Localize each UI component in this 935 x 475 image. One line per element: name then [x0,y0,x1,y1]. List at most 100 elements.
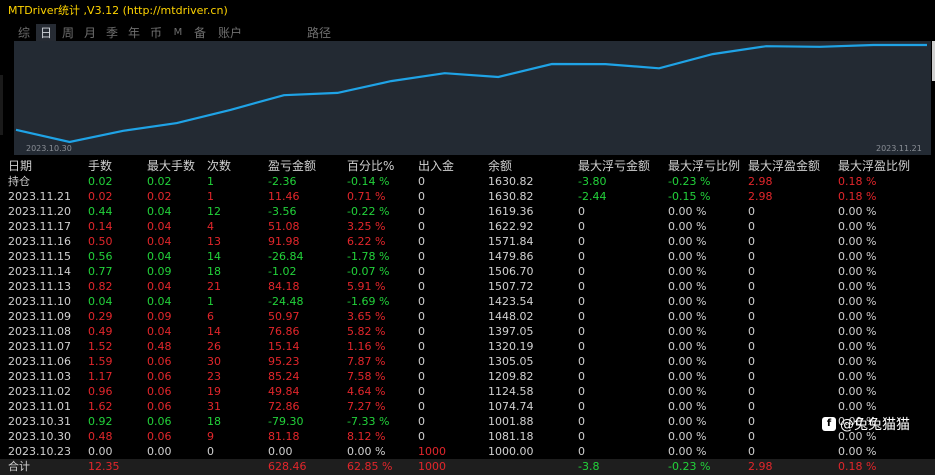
table-cell: 0.00 % [668,325,707,338]
column-header[interactable]: 最大手数 [147,159,196,173]
table-cell: 7.58 % [347,370,386,383]
table-cell: 0.00 % [838,325,877,338]
total-cell: -3.8 [578,460,600,473]
table-cell: 0.00 % [838,430,877,443]
table-cell: 13 [207,235,221,248]
table-cell: 0.04 [147,235,172,248]
table-row: 2023.11.06 1.59 0.06 30 95.23 7.87 % 0 1305.05 0… [0,354,935,369]
table-cell: 0 [578,310,585,323]
table-cell: -0.22 % [347,205,390,218]
table-cell: 0 [578,295,585,308]
table-row: 2023.11.03 1.17 0.06 23 85.24 7.58 % 0 1209.82 0… [0,369,935,384]
table-cell: 0 [578,430,585,443]
tab-account[interactable]: 账户 [217,26,242,40]
watermark-text: @兔兔猫猫 [840,417,910,433]
total-cell: 1000 [418,460,446,473]
table-cell: 0 [418,325,425,338]
table-cell: 0 [748,430,755,443]
tab-path[interactable]: 路径 [306,26,331,40]
table-cell: 1000 [418,445,446,458]
table-cell: 7.87 % [347,355,386,368]
table-cell: 1 [207,190,214,203]
table-cell: 0 [418,295,425,308]
column-header[interactable]: 最大浮盈金额 [748,159,821,173]
table-cell: 6 [207,310,214,323]
column-header[interactable]: 次数 [207,159,232,173]
table-row: 2023.11.10 0.04 0.04 1 -24.48 -1.69 % 0 1423.54… [0,294,935,309]
column-header[interactable]: 余额 [488,159,513,173]
table-cell: 0.00 % [838,295,877,308]
table-cell: 0 [748,370,755,383]
table-cell: 2023.11.08 [8,325,71,338]
tab-bar: 综 日 周 月 季 年 币 M 备 账户 路径 [0,24,935,42]
table-cell: 0.00 % [838,205,877,218]
tab-notes[interactable]: 备 [193,26,206,40]
table-cell: 0 [748,340,755,353]
table-cell: -1.02 [268,265,297,278]
tab-summary[interactable]: 综 [17,26,30,40]
table-cell: 0 [748,325,755,338]
table-cell: 0 [748,205,755,218]
tab-m[interactable]: M [173,27,183,38]
table-cell: 0 [578,415,585,428]
table-cell: 0.00 % [668,250,707,263]
table-cell: 0 [418,430,425,443]
tab-year[interactable]: 年 [127,26,140,40]
table-cell: -0.14 % [347,175,390,188]
table-row: 持仓 0.02 0.02 1 -2.36 -0.14 % 0 1630.82 -3.80 -0.2… [0,174,935,189]
table-cell: 0.06 [147,415,172,428]
table-cell: 0.00 % [838,370,877,383]
table-cell: 1479.86 [488,250,534,263]
column-header[interactable]: 最大浮亏比例 [668,159,741,173]
table-cell: 0.00 % [668,400,707,413]
table-cell: 0 [748,355,755,368]
table-cell: -0.07 % [347,265,390,278]
total-cell: 628.46 [268,460,307,473]
table-cell: 0 [748,280,755,293]
table-cell: 19 [207,385,221,398]
table-cell: 14 [207,250,221,263]
table-cell: 0.00 [268,445,293,458]
table-cell: 0 [418,250,425,263]
column-header[interactable]: 手数 [88,159,113,173]
table-cell: 3.65 % [347,310,386,323]
table-cell: 1506.70 [488,265,534,278]
table-cell: 0.02 [88,175,113,188]
table-cell: -24.48 [268,295,304,308]
tab-month[interactable]: 月 [83,26,96,40]
table-cell: 1.16 % [347,340,386,353]
tab-quarter[interactable]: 季 [105,26,118,40]
table-cell: 0.00 % [668,415,707,428]
table-cell: 0.00 % [838,340,877,353]
column-header[interactable]: 出入金 [418,159,455,173]
table-cell: 0 [418,235,425,248]
column-header[interactable]: 百分比% [347,159,395,173]
scroll-handle[interactable] [932,41,935,81]
tab-currency[interactable]: 币 [149,26,162,40]
table-cell: 2023.11.09 [8,310,71,323]
table-cell: 0.29 [88,310,113,323]
table-cell: 0 [578,235,585,248]
table-cell: 2023.11.21 [8,190,71,203]
table-row: 2023.11.20 0.44 0.04 12 -3.56 -0.22 % 0 1619.36… [0,204,935,219]
table-cell: 0.00 % [668,205,707,218]
table-header: 日期 手数 最大手数 次数 盈亏金额 百分比% 出入金 余额 最大浮亏金额 最大浮亏比例 最大浮盈金… [0,158,935,174]
table-cell: 0 [578,220,585,233]
column-header[interactable]: 盈亏金额 [268,159,317,173]
table-row: 2023.11.17 0.14 0.04 4 51.08 3.25 % 0 1622.92 0 0… [0,219,935,234]
column-header[interactable]: 最大浮盈比例 [838,159,911,173]
table-cell: 1630.82 [488,175,534,188]
column-header[interactable]: 日期 [8,159,33,173]
column-header[interactable]: 最大浮亏金额 [578,159,651,173]
table-cell: 0.00 [88,445,113,458]
table-cell: 0.48 [147,340,172,353]
table-row: 2023.11.01 1.62 0.06 31 72.86 7.27 % 0 1074.74 0… [0,399,935,414]
table-cell: 0.06 [147,355,172,368]
tab-week[interactable]: 周 [61,26,74,40]
table-cell: 0.82 [88,280,113,293]
table-cell: 0.00 % [838,310,877,323]
tab-day[interactable]: 日 [36,24,56,42]
chart-start-date: 2023.10.30 [26,144,72,153]
table-cell: 0 [418,220,425,233]
table-cell: 18 [207,265,221,278]
